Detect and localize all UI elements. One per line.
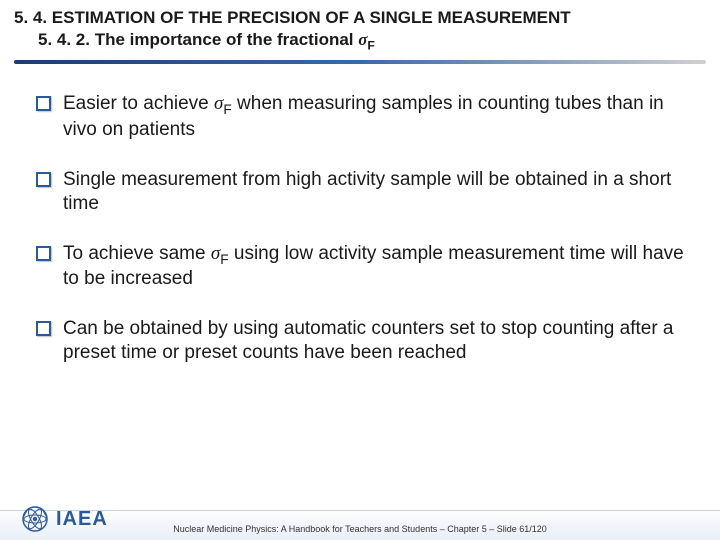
bullet-item: Can be obtained by using automatic count… [36, 317, 684, 365]
bullet-3-sigma: σ [211, 243, 220, 264]
bullet-box-icon [36, 321, 51, 336]
bullet-text-2: Single measurement from high activity sa… [63, 168, 684, 216]
header-sigma-sub: F [367, 38, 374, 52]
bullet-item: Single measurement from high activity sa… [36, 168, 684, 216]
slide-content: Easier to achieve σF when measuring samp… [0, 68, 720, 364]
bullet-box-icon [36, 172, 51, 187]
header-line2-prefix: 5. 4. 2. The importance of the fractiona… [38, 30, 358, 49]
footer-citation: Nuclear Medicine Physics: A Handbook for… [173, 524, 547, 534]
bullet-text-1: Easier to achieve σF when measuring samp… [63, 92, 684, 142]
iaea-logo-icon [20, 504, 50, 534]
bullet-3-pre: To achieve same [63, 243, 211, 264]
bullet-box-icon [36, 246, 51, 261]
bullet-item: To achieve same σF using low activity sa… [36, 242, 684, 292]
bullet-item: Easier to achieve σF when measuring samp… [36, 92, 684, 142]
header-title-line1: 5. 4. ESTIMATION OF THE PRECISION OF A S… [14, 8, 706, 28]
bullet-1-sub: F [223, 102, 231, 117]
header-title-line2: 5. 4. 2. The importance of the fractiona… [38, 30, 706, 52]
bullet-text-3: To achieve same σF using low activity sa… [63, 242, 684, 292]
slide-header: 5. 4. ESTIMATION OF THE PRECISION OF A S… [0, 0, 720, 68]
header-divider [14, 60, 706, 64]
bullet-text-4: Can be obtained by using automatic count… [63, 317, 684, 365]
bullet-1-pre: Easier to achieve [63, 93, 214, 114]
bullet-1-sigma: σ [214, 93, 223, 114]
iaea-logo: IAEA [20, 504, 108, 534]
slide-footer: IAEA Nuclear Medicine Physics: A Handboo… [0, 490, 720, 540]
bullet-3-sub: F [220, 251, 228, 266]
bullet-box-icon [36, 96, 51, 111]
iaea-logo-text: IAEA [56, 508, 108, 531]
